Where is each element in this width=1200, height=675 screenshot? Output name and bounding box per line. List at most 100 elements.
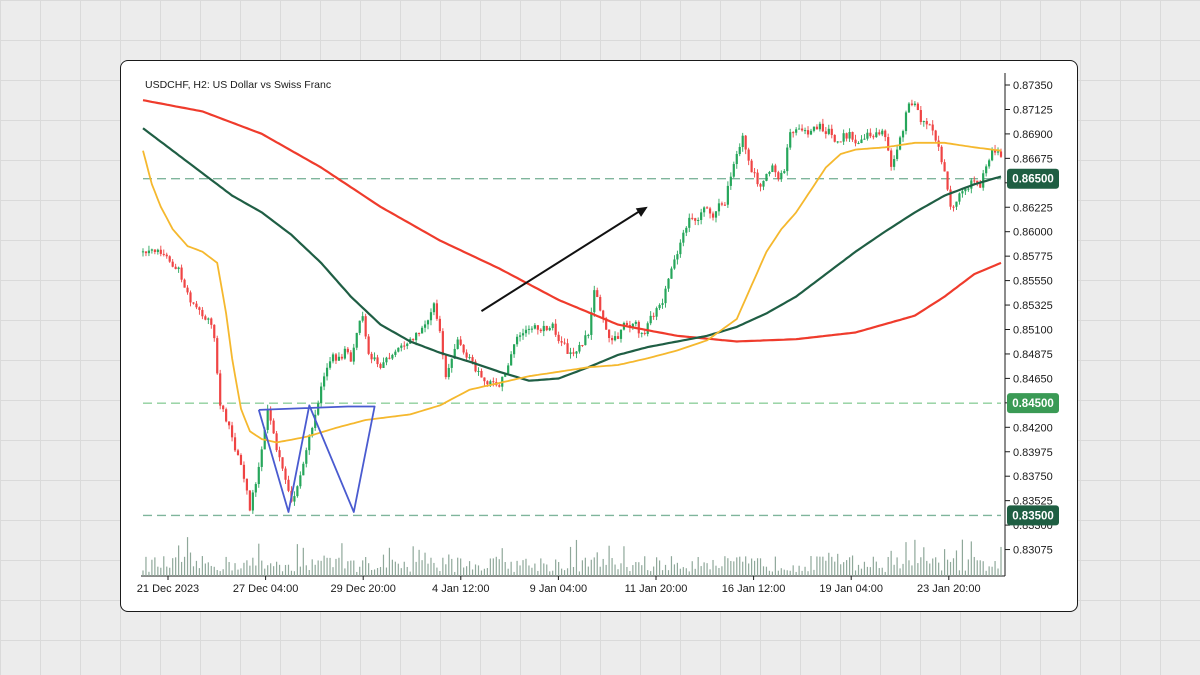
candle-body[interactable] — [649, 315, 652, 324]
candle-body[interactable] — [400, 345, 403, 348]
candle-body[interactable] — [661, 303, 664, 305]
candle-body[interactable] — [385, 357, 388, 363]
candle-body[interactable] — [489, 381, 492, 385]
candle-body[interactable] — [388, 357, 391, 359]
candle-body[interactable] — [691, 217, 694, 219]
candle-body[interactable] — [928, 124, 931, 126]
candle-body[interactable] — [251, 492, 254, 511]
candle-body[interactable] — [625, 322, 629, 325]
candle-body[interactable] — [913, 103, 917, 106]
candle-body[interactable] — [432, 303, 436, 313]
candle-body[interactable] — [753, 172, 756, 174]
candle-body[interactable] — [293, 496, 296, 502]
candle-body[interactable] — [812, 126, 816, 131]
candle-body[interactable] — [907, 103, 911, 113]
candle-body[interactable] — [572, 352, 575, 354]
candle-body[interactable] — [207, 318, 210, 320]
candle-body[interactable] — [967, 188, 970, 190]
candle-body[interactable] — [901, 131, 905, 138]
candle-body[interactable] — [403, 345, 406, 347]
candle-body[interactable] — [213, 324, 216, 339]
candle-body[interactable] — [895, 149, 899, 160]
candle-body[interactable] — [382, 362, 385, 368]
candle-body[interactable] — [878, 132, 881, 135]
candle-body[interactable] — [631, 323, 634, 328]
candle-body[interactable] — [210, 318, 213, 325]
candle-body[interactable] — [726, 185, 729, 205]
candle-body[interactable] — [227, 421, 231, 426]
candle-body[interactable] — [830, 128, 833, 136]
candle-body[interactable] — [521, 333, 525, 336]
candle-body[interactable] — [471, 357, 474, 362]
candle-body[interactable] — [940, 146, 943, 163]
candle-body[interactable] — [893, 159, 896, 167]
candle-body[interactable] — [302, 463, 305, 476]
candle-body[interactable] — [444, 355, 447, 378]
candle-body[interactable] — [682, 232, 685, 243]
candle-body[interactable] — [284, 468, 287, 480]
candle-body[interactable] — [616, 336, 620, 339]
candle-body[interactable] — [370, 353, 373, 360]
candle-body[interactable] — [729, 176, 732, 186]
candle-body[interactable] — [845, 133, 848, 139]
candle-body[interactable] — [714, 211, 718, 218]
candle-body[interactable] — [634, 321, 637, 324]
candle-body[interactable] — [376, 357, 379, 365]
candle-body[interactable] — [153, 249, 156, 252]
candle-body[interactable] — [590, 312, 593, 335]
candle-body[interactable] — [198, 307, 201, 310]
candle-body[interactable] — [643, 332, 646, 334]
candle-body[interactable] — [462, 344, 465, 353]
candle-body[interactable] — [910, 103, 914, 106]
candle-body[interactable] — [183, 279, 186, 288]
candle-body[interactable] — [670, 268, 673, 279]
candle-body[interactable] — [996, 151, 1000, 153]
candle-body[interactable] — [311, 427, 314, 436]
candle-body[interactable] — [349, 352, 352, 362]
candle-body[interactable] — [563, 342, 566, 344]
candle-body[interactable] — [584, 335, 587, 346]
candle-body[interactable] — [884, 130, 887, 138]
candle-body[interactable] — [278, 450, 281, 458]
candle-body[interactable] — [780, 172, 783, 180]
candle-body[interactable] — [391, 354, 394, 359]
candle-body[interactable] — [177, 267, 180, 270]
candle-body[interactable] — [554, 323, 557, 335]
candle-body[interactable] — [412, 338, 415, 341]
candle-body[interactable] — [569, 352, 572, 354]
candle-body[interactable] — [379, 364, 382, 368]
candle-body[interactable] — [904, 112, 908, 132]
candle-body[interactable] — [738, 146, 741, 154]
candle-body[interactable] — [429, 312, 433, 321]
candle-body[interactable] — [204, 316, 207, 320]
candle-body[interactable] — [703, 207, 706, 213]
candle-body[interactable] — [744, 135, 747, 150]
candle-body[interactable] — [141, 251, 145, 253]
candle-body[interactable] — [700, 212, 703, 221]
candle-body[interactable] — [931, 124, 934, 131]
candle-body[interactable] — [833, 135, 836, 142]
candle-body[interactable] — [985, 166, 988, 174]
candle-body[interactable] — [798, 128, 801, 130]
candle-body[interactable] — [608, 329, 611, 339]
candle-body[interactable] — [777, 172, 780, 180]
candle-body[interactable] — [836, 141, 839, 143]
candle-body[interactable] — [982, 173, 985, 188]
candle-body[interactable] — [236, 450, 240, 455]
candle-body[interactable] — [150, 249, 154, 251]
candle-body[interactable] — [180, 267, 183, 280]
candle-body[interactable] — [486, 381, 489, 385]
candle-body[interactable] — [269, 409, 272, 421]
candle-body[interactable] — [946, 171, 949, 190]
candle-body[interactable] — [872, 136, 875, 138]
candle-body[interactable] — [806, 130, 810, 135]
candle-body[interactable] — [990, 149, 994, 161]
candle-body[interactable] — [510, 354, 513, 366]
candle-body[interactable] — [863, 138, 866, 140]
candle-body[interactable] — [789, 132, 792, 148]
candle-body[interactable] — [750, 160, 753, 173]
candle-body[interactable] — [248, 490, 251, 511]
candle-body[interactable] — [860, 139, 863, 144]
candle-body[interactable] — [587, 334, 590, 336]
candle-body[interactable] — [189, 292, 192, 303]
